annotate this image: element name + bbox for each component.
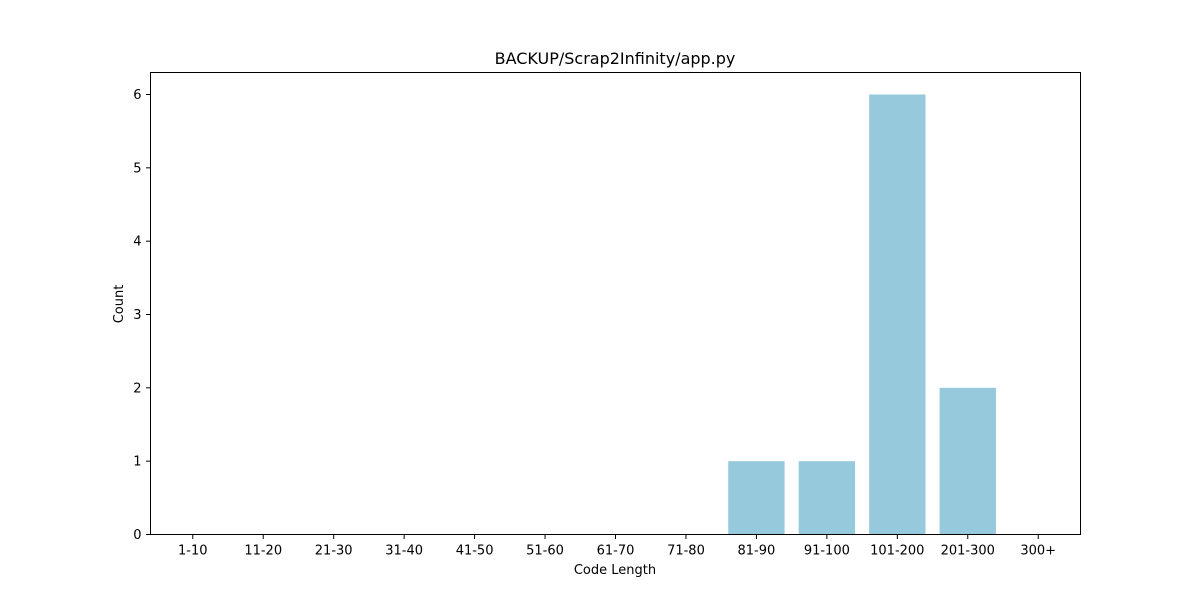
y-axis-label: Count [112, 285, 127, 324]
x-tick-label: 51-60 [526, 544, 564, 559]
x-tick-label: 61-70 [597, 544, 635, 559]
x-tick-label: 71-80 [667, 544, 705, 559]
x-tick-label: 91-100 [804, 544, 850, 559]
bar-101-200 [869, 94, 926, 535]
x-tick-label: 1-10 [178, 544, 208, 559]
bar-201-300 [939, 387, 996, 535]
x-tick-label: 11-20 [244, 544, 282, 559]
y-tick-label: 0 [133, 528, 141, 543]
x-tick-label: 201-300 [941, 544, 995, 559]
y-tick-label: 1 [133, 455, 141, 470]
x-tick-label: 31-40 [385, 544, 423, 559]
x-tick-label: 300+ [1020, 544, 1056, 559]
bar-91-100 [798, 461, 856, 535]
x-tick-label: 21-30 [315, 544, 353, 559]
x-axis-label: Code Length [574, 563, 656, 578]
y-tick-label: 6 [133, 88, 141, 103]
x-tick-label: 101-200 [870, 544, 924, 559]
y-tick-label: 3 [133, 308, 141, 323]
x-tick-label: 81-90 [738, 544, 776, 559]
y-tick-label: 5 [133, 161, 141, 176]
bar-81-90 [728, 461, 785, 535]
y-tick-label: 4 [133, 235, 141, 250]
x-tick-label: 41-50 [456, 544, 494, 559]
chart-title: BACKUP/Scrap2Infinity/app.py [495, 49, 736, 68]
bars-layer [728, 94, 996, 535]
axes-layer: 1-10 11-20 21-30 31-40 41-50 51-60 61-70 71-80 8… [133, 88, 1056, 559]
y-tick-label: 2 [133, 381, 141, 396]
plot-frame [150, 72, 1081, 535]
